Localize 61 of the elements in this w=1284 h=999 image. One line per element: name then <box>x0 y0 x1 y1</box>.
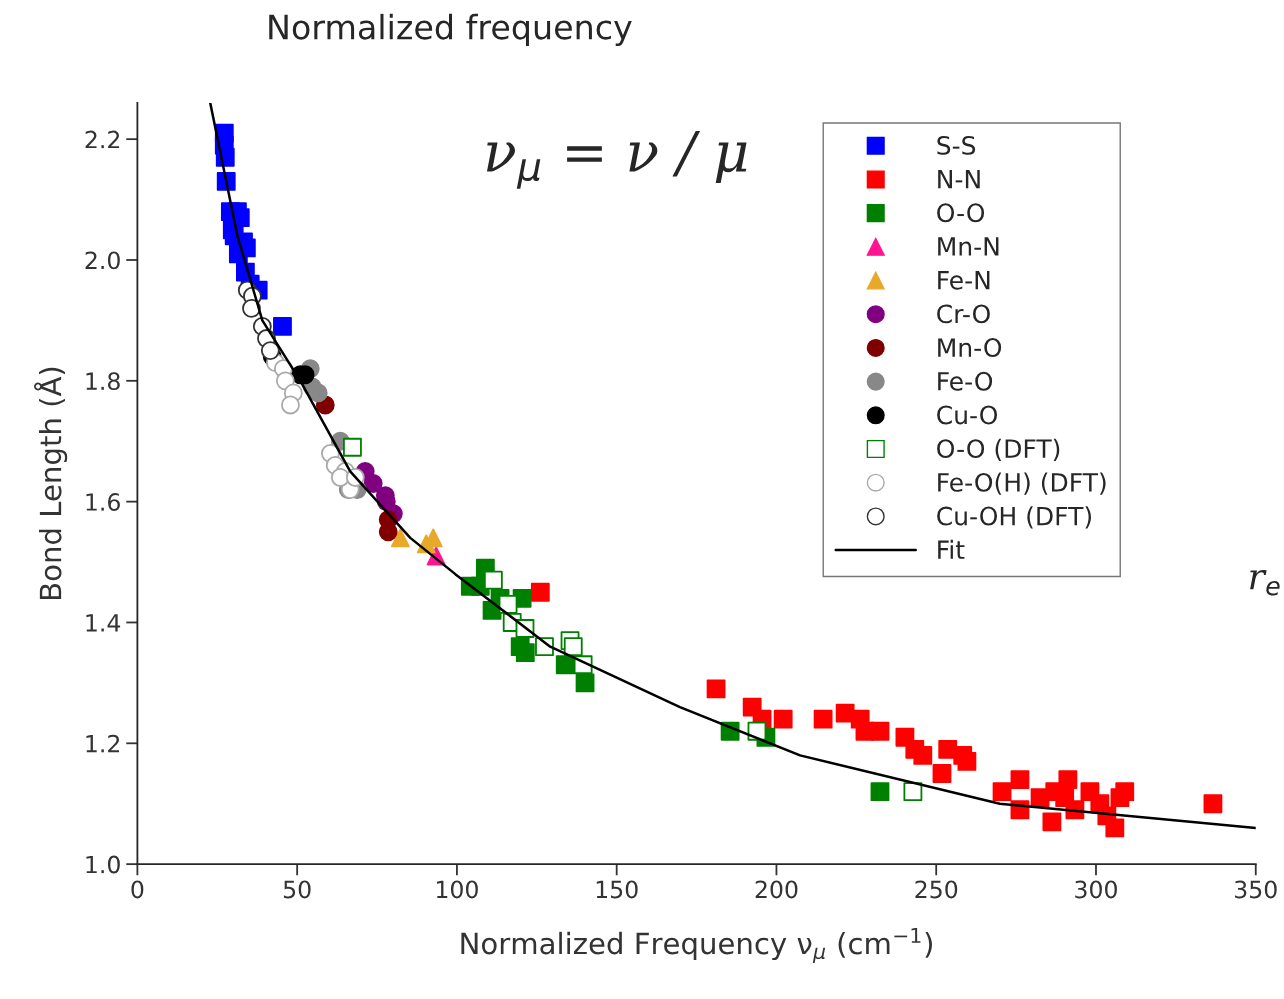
point <box>992 782 1012 802</box>
point <box>957 752 977 771</box>
point <box>260 341 280 361</box>
legend-label: Fe-O <box>938 371 993 391</box>
point <box>363 474 383 493</box>
point <box>870 721 890 741</box>
point <box>515 643 535 663</box>
legend-label: Cr-O <box>937 304 990 324</box>
point <box>706 679 726 699</box>
point <box>813 709 833 729</box>
point <box>1115 782 1135 802</box>
legend-label: Mn-N <box>938 237 999 256</box>
x-tick-label: 250 <box>915 880 958 899</box>
y-tick-label: 1.0 <box>86 855 120 874</box>
y-tick-label: 1.2 <box>86 734 120 753</box>
annotation: r$_{e}$ <box>1250 569 1280 596</box>
legend-label: O-O <box>937 203 985 223</box>
point <box>575 673 595 693</box>
point <box>530 582 550 602</box>
legend-label: Cu-O <box>937 405 998 425</box>
point <box>1203 794 1223 814</box>
point <box>273 317 292 336</box>
point <box>343 437 362 457</box>
x-tick-label: 350 <box>1235 880 1277 899</box>
point <box>932 764 952 783</box>
legend-label: O-O (DFT) <box>937 438 1060 462</box>
point <box>281 395 300 415</box>
legend-label: Fe-N <box>938 271 990 290</box>
point <box>870 782 890 802</box>
point <box>390 528 410 548</box>
point <box>308 383 328 403</box>
x-tick-label: 150 <box>596 880 638 899</box>
point <box>913 745 933 765</box>
x-tick-label: 100 <box>436 880 478 899</box>
annotation: ν$_{μ}$ = ν / μ <box>486 130 747 189</box>
x-tick-label: 300 <box>1075 880 1117 899</box>
point <box>483 570 503 590</box>
y-tick-label: 2.2 <box>85 130 120 149</box>
x-axis-title: Normalized Frequency ν$_{μ}$ (cm$^{−1}$) <box>461 927 932 964</box>
point <box>555 655 575 675</box>
x-tick-label: 200 <box>755 880 798 899</box>
y-tick-label: 1.4 <box>86 614 121 632</box>
y-tick-label: 2.0 <box>85 251 120 270</box>
x-tick-label: 50 <box>283 880 311 899</box>
y-tick-label: 1.8 <box>86 372 120 391</box>
x-tick-label: 0 <box>131 880 144 899</box>
legend-label: Mn-O <box>938 338 1002 358</box>
legend-label: Fit <box>938 539 965 559</box>
point <box>1058 770 1078 789</box>
text: Normalized frequency <box>269 13 632 47</box>
point <box>1105 818 1125 838</box>
point <box>1010 770 1030 789</box>
legend-label: Fe-O(H) (DFT) <box>938 472 1106 495</box>
y-axis-title: Bond Length (Å) <box>34 367 68 600</box>
point <box>1042 812 1062 832</box>
y-tick-label: 1.6 <box>86 493 120 511</box>
legend-label: S-S <box>937 135 976 155</box>
point <box>563 637 583 657</box>
point <box>773 709 793 729</box>
legend-label: Cu-OH (DFT) <box>937 506 1091 529</box>
legend-label: N-N <box>938 169 980 189</box>
